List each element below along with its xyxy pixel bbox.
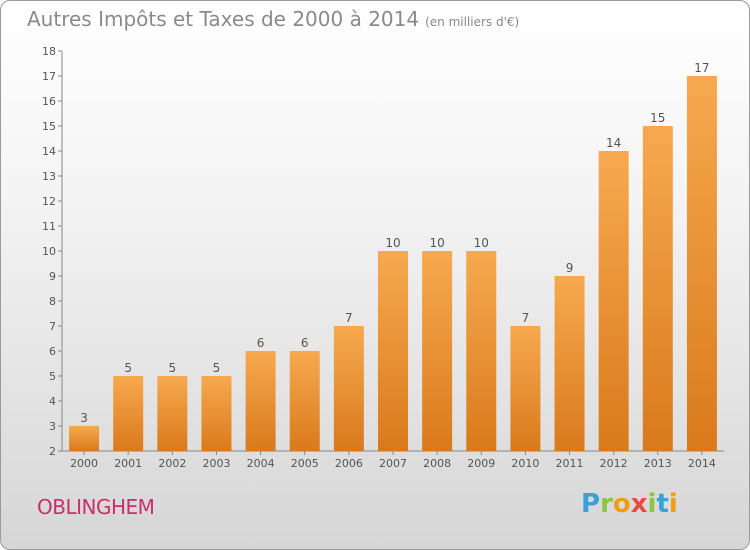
- logo-letter: i: [647, 489, 657, 519]
- proxiti-logo: Proxiti: [581, 489, 678, 519]
- logo-letter: i: [668, 489, 678, 519]
- x-tick-label: 2006: [335, 457, 363, 470]
- x-tick-label: 2003: [202, 457, 230, 470]
- data-label-2003: 5: [213, 361, 221, 375]
- data-label-2007: 10: [385, 236, 400, 250]
- bar-2009: [466, 251, 497, 451]
- data-label-2002: 5: [169, 361, 177, 375]
- bar-2014: [686, 76, 717, 451]
- data-label-2013: 15: [650, 111, 665, 125]
- y-tick-label: 16: [42, 95, 56, 108]
- data-label-2008: 10: [429, 236, 444, 250]
- y-tick-label: 10: [42, 245, 56, 258]
- title-row: Autres Impôts et Taxes de 2000 à 2014 (en…: [27, 7, 519, 31]
- x-tick-label: 2002: [158, 457, 186, 470]
- data-label-2011: 9: [566, 261, 574, 275]
- x-tick-label: 2001: [114, 457, 142, 470]
- x-tick-label: 2008: [423, 457, 451, 470]
- bar-2011: [554, 276, 585, 451]
- data-label-2009: 10: [474, 236, 489, 250]
- x-tick-label: 2000: [70, 457, 98, 470]
- data-label-2006: 7: [345, 311, 353, 325]
- logo-letter: x: [630, 489, 648, 519]
- y-tick-label: 17: [42, 70, 56, 83]
- bar-2007: [378, 251, 408, 451]
- logo-letter: o: [612, 489, 631, 519]
- y-tick-label: 13: [42, 170, 56, 183]
- data-label-2012: 14: [606, 136, 621, 150]
- bars: 3 5 5 5 6 6 7 10 10 10 7 9 14 15 17: [69, 61, 717, 451]
- commune-name: OBLINGHEM: [37, 495, 155, 519]
- y-tick-label: 11: [42, 220, 56, 233]
- data-label-2005: 6: [301, 336, 309, 350]
- x-axis: 2000 2001 2002 2003 2004 2005 2006 2007 2008 2009…: [62, 450, 724, 470]
- x-tick-label: 2012: [600, 457, 628, 470]
- bar-2008: [422, 251, 453, 451]
- chart-unit: (en milliers d'€): [425, 15, 520, 29]
- x-tick-label: 2014: [688, 457, 716, 470]
- y-tick-label: 2: [49, 445, 56, 458]
- bar-2003: [201, 376, 232, 451]
- y-tick-label: 3: [49, 420, 56, 433]
- y-tick-label: 14: [42, 145, 56, 158]
- y-tick-label: 15: [42, 120, 56, 133]
- bar-2002: [157, 376, 188, 451]
- x-tick-label: 2011: [556, 457, 584, 470]
- y-tick-label: 9: [49, 270, 56, 283]
- chart-title: Autres Impôts et Taxes de 2000 à 2014: [27, 7, 420, 31]
- x-tick-label: 2005: [291, 457, 319, 470]
- data-label-2010: 7: [522, 311, 530, 325]
- bar-2000: [69, 426, 100, 451]
- bar-2004: [245, 351, 276, 451]
- y-tick-label: 12: [42, 195, 56, 208]
- y-tick-label: 6: [49, 345, 56, 358]
- bar-2005: [289, 351, 320, 451]
- x-tick-label: 2009: [467, 457, 495, 470]
- data-label-2004: 6: [257, 336, 265, 350]
- y-axis: 2 3 4 5 6 7 8 9 10 11 12 13 14 15 16 17 18: [42, 45, 63, 458]
- logo-letter: r: [600, 489, 613, 519]
- bar-2001: [113, 376, 144, 451]
- y-tick-label: 7: [49, 320, 56, 333]
- data-label-2001: 5: [124, 361, 132, 375]
- y-tick-label: 8: [49, 295, 56, 308]
- x-tick-label: 2007: [379, 457, 407, 470]
- y-tick-label: 4: [49, 395, 56, 408]
- x-tick-label: 2013: [644, 457, 672, 470]
- data-label-2000: 3: [80, 411, 88, 425]
- bar-2012: [598, 151, 629, 451]
- x-tick-label: 2010: [511, 457, 539, 470]
- x-tick-label: 2004: [247, 457, 275, 470]
- logo-letter: P: [581, 489, 601, 519]
- y-tick-label: 18: [42, 45, 56, 58]
- y-tick-label: 5: [49, 370, 56, 383]
- logo-letter: t: [656, 489, 669, 519]
- bar-2006: [333, 326, 364, 451]
- bar-2013: [642, 126, 673, 451]
- bar-2010: [510, 326, 541, 451]
- data-label-2014: 17: [694, 61, 709, 75]
